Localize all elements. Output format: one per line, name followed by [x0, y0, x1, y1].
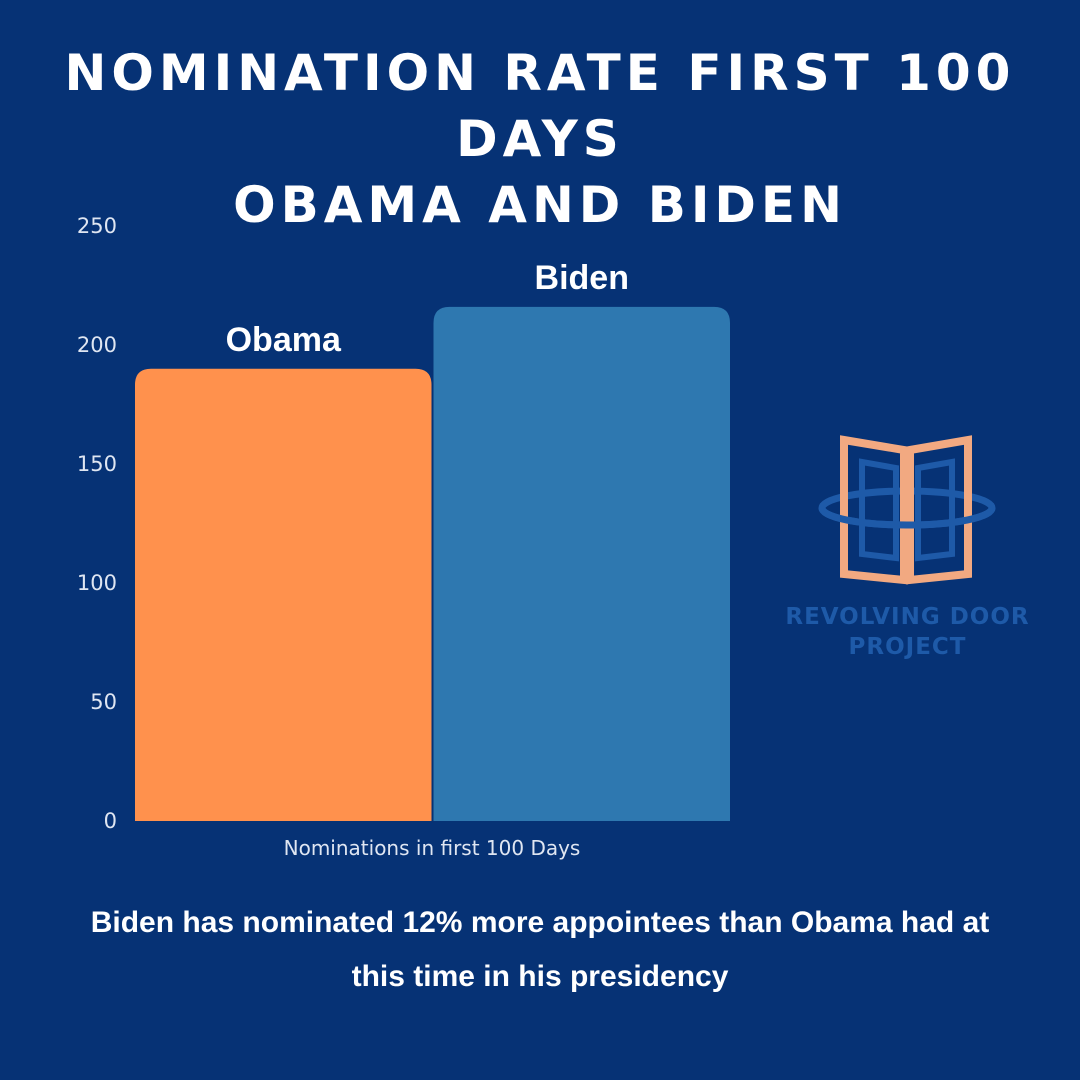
bar-label-biden: Biden [535, 259, 629, 297]
bar-obama [135, 368, 432, 821]
ring-front [818, 507, 996, 529]
revolving-door-project-logo: REVOLVING DOOR PROJECT [770, 430, 1045, 670]
y-tick-label: 0 [104, 809, 117, 833]
title-line-2: OBAMA AND BIDEN [233, 176, 847, 234]
logo-line-2: PROJECT [848, 634, 967, 660]
y-tick-label: 250 [77, 214, 117, 238]
chart-caption: Biden has nominated 12% more appointees … [90, 896, 990, 1004]
chart-title: NOMINATION RATE FIRST 100 DAYS OBAMA AND… [0, 40, 1080, 238]
x-axis-label: Nominations in first 100 Days [284, 836, 581, 860]
left-door-inner [859, 458, 899, 562]
logo-wordmark: REVOLVING DOOR PROJECT [770, 602, 1045, 662]
caption-line-2: this time in his presidency [351, 960, 729, 993]
y-tick-label: 100 [77, 571, 117, 595]
logo-line-1: REVOLVING DOOR [785, 604, 1030, 630]
bar-label-obama: Obama [226, 321, 342, 359]
bar-biden [433, 306, 730, 821]
right-door-panel [906, 435, 972, 585]
title-line-1: NOMINATION RATE FIRST 100 DAYS [64, 44, 1016, 168]
bars [135, 306, 730, 821]
left-door-panel [840, 435, 908, 585]
right-door-inner [915, 458, 955, 562]
y-axis-ticks: 0 50 100 150 200 250 [77, 214, 117, 833]
y-tick-label: 200 [77, 333, 117, 357]
revolving-door-icon [818, 435, 996, 585]
caption-line-1: Biden has nominated 12% more appointees … [90, 906, 990, 939]
y-tick-label: 150 [77, 452, 117, 476]
y-tick-label: 50 [90, 690, 117, 714]
bar-labels: Obama Biden [226, 259, 629, 359]
